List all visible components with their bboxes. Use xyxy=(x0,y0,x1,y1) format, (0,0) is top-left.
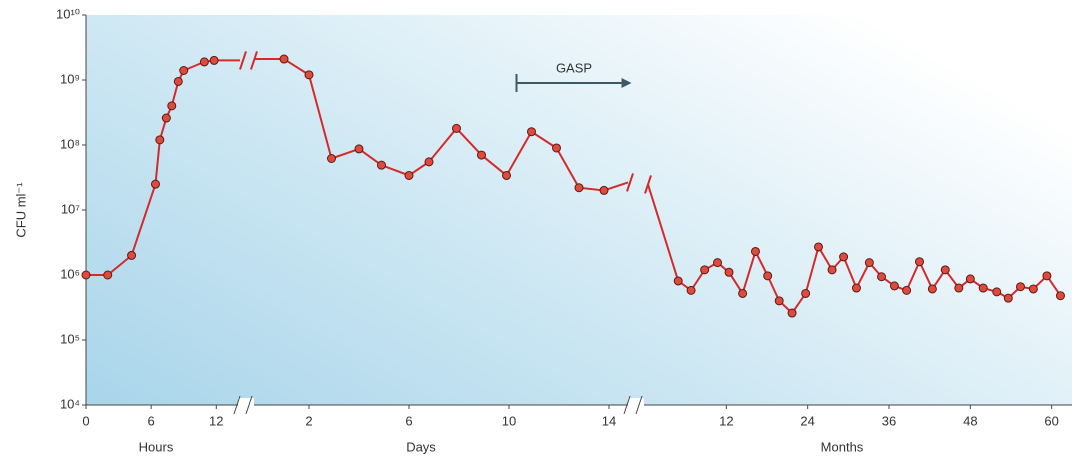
x-tick-label: 10 xyxy=(502,413,516,428)
axis-break xyxy=(233,395,241,415)
line-break xyxy=(239,51,247,70)
data-point xyxy=(1003,293,1013,303)
annotation-text: GASP xyxy=(556,60,592,75)
data-point xyxy=(965,274,975,284)
x-tick-label: 12 xyxy=(719,413,733,428)
axis-break xyxy=(245,395,253,415)
y-tick-label: 10⁶ xyxy=(60,266,80,281)
data-point xyxy=(750,246,760,256)
data-point xyxy=(686,285,696,295)
data-point xyxy=(199,57,209,67)
data-point xyxy=(552,143,561,153)
data-point xyxy=(927,284,937,294)
data-point xyxy=(354,144,364,154)
data-point xyxy=(851,283,861,293)
line-break xyxy=(644,175,652,194)
data-point xyxy=(574,183,584,193)
data-point xyxy=(1028,284,1038,294)
data-point xyxy=(787,308,797,318)
data-point xyxy=(502,170,511,180)
data-point xyxy=(304,70,314,80)
data-point xyxy=(452,123,461,133)
data-point xyxy=(915,257,924,267)
data-point xyxy=(724,267,734,277)
data-point xyxy=(404,170,414,180)
x-tick-label: 6 xyxy=(405,413,412,428)
data-point xyxy=(527,127,536,137)
data-point xyxy=(1055,291,1065,301)
x-tick-label: 48 xyxy=(963,413,977,428)
x-axis-label: Months xyxy=(821,439,864,454)
data-point xyxy=(127,250,137,260)
data-point xyxy=(954,283,964,293)
data-line xyxy=(283,58,605,192)
data-point xyxy=(327,153,336,163)
data-point xyxy=(279,54,289,64)
data-point xyxy=(889,281,899,291)
plot-background xyxy=(86,15,1072,405)
data-point xyxy=(827,265,837,275)
x-tick-label: 6 xyxy=(148,413,155,428)
data-point xyxy=(377,160,386,170)
data-point xyxy=(209,55,219,65)
data-point xyxy=(774,296,784,306)
x-tick-label: 24 xyxy=(800,413,814,428)
data-point xyxy=(103,270,113,280)
x-axis-label: Days xyxy=(406,439,436,454)
y-tick-label: 10⁷ xyxy=(61,201,80,216)
data-point xyxy=(599,185,609,195)
line-break xyxy=(250,51,258,70)
axis-break-gap xyxy=(238,398,254,412)
y-axis-label: CFU ml⁻¹ xyxy=(13,182,28,238)
x-tick-label: 0 xyxy=(82,413,89,428)
line-break xyxy=(626,173,634,192)
x-tick-label: 2 xyxy=(305,413,312,428)
axis-break-gap xyxy=(628,398,644,412)
axis-break xyxy=(623,395,631,415)
y-tick-label: 10⁸ xyxy=(60,136,80,151)
data-point xyxy=(161,113,171,123)
data-point xyxy=(738,288,748,298)
annotation-arrowhead xyxy=(621,77,632,88)
data-point xyxy=(424,157,434,167)
data-point xyxy=(179,66,189,76)
data-point xyxy=(150,179,160,189)
x-axis-label: Hours xyxy=(139,439,174,454)
y-tick-label: 10⁹ xyxy=(60,71,80,86)
break-connector xyxy=(647,184,680,282)
data-point xyxy=(839,252,849,262)
data-point xyxy=(940,265,950,275)
data-point xyxy=(902,285,912,295)
data-point xyxy=(1015,282,1025,292)
data-point xyxy=(700,265,710,275)
y-tick-label: 10⁴ xyxy=(60,396,80,411)
data-point xyxy=(992,287,1002,297)
x-tick-label: 12 xyxy=(209,413,223,428)
axis-break xyxy=(635,395,643,415)
data-point xyxy=(673,276,683,286)
y-tick-label: 10⁵ xyxy=(60,331,80,346)
x-tick-label: 14 xyxy=(602,413,616,428)
data-point xyxy=(173,76,183,86)
data-point xyxy=(864,258,874,268)
x-tick-label: 36 xyxy=(882,413,896,428)
data-point xyxy=(167,101,177,111)
data-point xyxy=(81,270,91,280)
data-point xyxy=(155,135,165,145)
data-point xyxy=(801,288,811,298)
data-point xyxy=(477,150,486,160)
y-tick-label: 10¹⁰ xyxy=(56,6,80,21)
data-point xyxy=(877,272,887,282)
data-point xyxy=(713,258,723,268)
data-point xyxy=(1042,271,1052,281)
data-point xyxy=(978,283,988,293)
data-point xyxy=(814,242,824,252)
data-point xyxy=(763,271,773,281)
x-tick-label: 60 xyxy=(1044,413,1058,428)
